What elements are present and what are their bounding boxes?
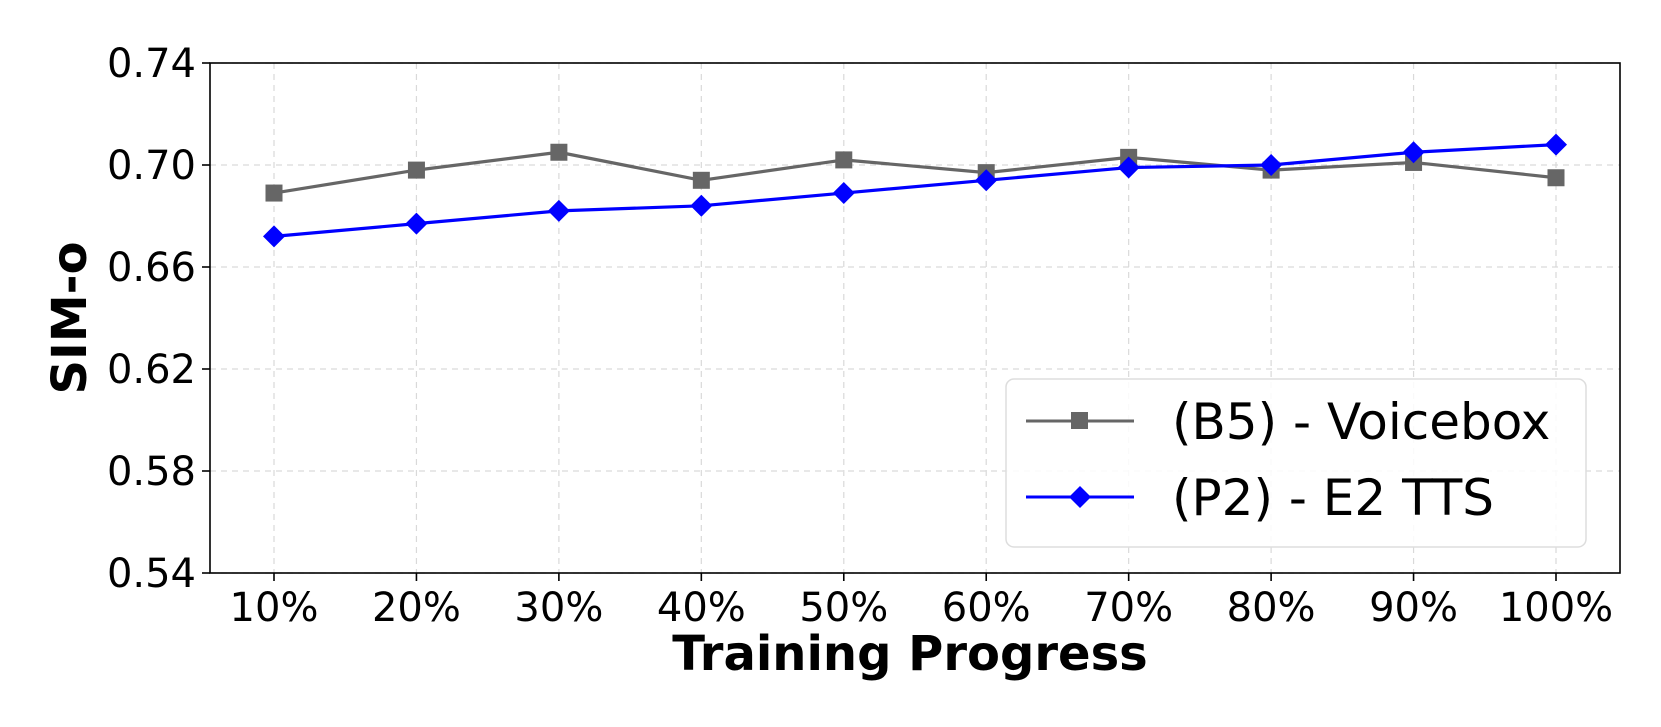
series-layer — [263, 133, 1567, 248]
plot-area-frame — [209, 62, 1621, 574]
data-point-diamond — [1402, 141, 1425, 164]
x-tick-label: 90% — [1369, 585, 1458, 631]
series-line — [273, 143, 1557, 238]
data-point-square — [1547, 169, 1565, 187]
x-axis-title: Training Progress — [672, 626, 1147, 682]
data-point-square — [550, 143, 568, 161]
legend-marker-square — [1071, 412, 1088, 429]
data-point-diamond — [832, 182, 855, 205]
x-tick-label: 60% — [942, 585, 1031, 631]
series-1 — [263, 133, 1567, 248]
legend-label-e2tts: (P2) - E2 TTS — [1172, 469, 1494, 527]
data-point-square — [692, 171, 710, 189]
x-tick-label: 30% — [514, 585, 603, 631]
data-point-diamond — [1260, 154, 1283, 176]
x-tick-label: 100% — [1499, 585, 1613, 631]
data-point-diamond — [1117, 156, 1140, 179]
data-point-diamond — [405, 212, 428, 235]
y-axis-title: SIM-o — [42, 241, 98, 394]
x-axis-ticks: 10% 20% 30% 40% 50% 60% 70% 80% 90% 100% — [230, 573, 1613, 631]
y-tick-label: 0.70 — [107, 143, 196, 189]
data-point-square — [265, 184, 283, 202]
y-tick-label: 0.66 — [107, 245, 196, 291]
y-tick-label: 0.58 — [107, 449, 196, 495]
series-line — [273, 150, 1557, 195]
y-tick-label: 0.54 — [107, 551, 196, 597]
data-point-diamond — [690, 194, 713, 217]
data-point-square — [407, 161, 425, 179]
series-0 — [265, 143, 1565, 202]
y-axis-ticks: 0.54 0.58 0.62 0.66 0.70 0.74 — [107, 41, 210, 597]
legend-box — [1005, 378, 1587, 548]
x-tick-label: 20% — [372, 585, 461, 631]
legend: (B5) - Voicebox (P2) - E2 TTS — [1005, 378, 1587, 548]
legend-label-voicebox: (B5) - Voicebox — [1172, 393, 1550, 451]
x-tick-label: 40% — [657, 585, 746, 631]
data-point-diamond — [547, 199, 570, 222]
x-tick-label: 50% — [799, 585, 888, 631]
x-tick-label: 80% — [1227, 585, 1316, 631]
data-point-diamond — [263, 225, 285, 248]
y-tick-label: 0.74 — [107, 41, 196, 87]
data-point-diamond — [1545, 133, 1567, 156]
legend-marker-diamond — [1069, 486, 1091, 508]
data-point-diamond — [975, 169, 998, 192]
x-tick-label: 10% — [230, 585, 319, 631]
data-point-square — [835, 151, 853, 169]
x-tick-label: 70% — [1084, 585, 1173, 631]
y-tick-label: 0.62 — [107, 347, 196, 393]
